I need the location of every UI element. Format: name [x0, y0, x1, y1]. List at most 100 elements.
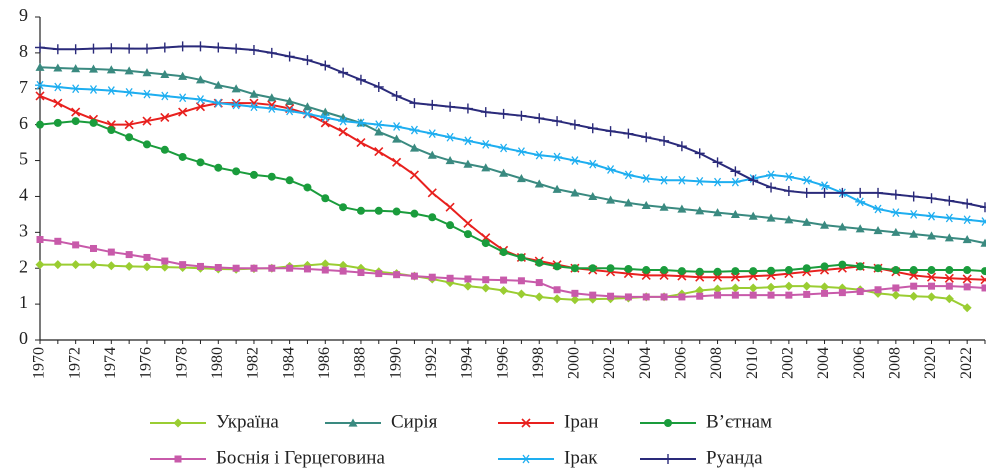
- marker-shape: [856, 288, 864, 296]
- marker-shape: [678, 293, 686, 301]
- point-marker: [373, 81, 384, 92]
- point-marker: [286, 264, 294, 272]
- marker-shape: [910, 282, 918, 290]
- marker-shape: [213, 42, 224, 53]
- marker-shape: [570, 295, 580, 305]
- marker-shape: [142, 68, 152, 77]
- marker-shape: [521, 418, 531, 428]
- marker-shape: [89, 244, 97, 252]
- point-marker: [481, 163, 491, 172]
- point-marker: [71, 64, 81, 73]
- point-marker: [464, 275, 472, 283]
- point-marker: [819, 181, 830, 191]
- point-marker: [820, 282, 830, 292]
- point-marker: [962, 198, 973, 209]
- marker-shape: [890, 189, 901, 200]
- point-marker: [267, 93, 277, 102]
- marker-shape: [552, 294, 562, 304]
- marker-shape: [802, 217, 812, 226]
- point-marker: [463, 159, 473, 168]
- point-marker: [355, 118, 366, 128]
- point-marker: [694, 148, 705, 159]
- marker-shape: [819, 187, 830, 198]
- marker-shape: [214, 163, 223, 172]
- point-marker: [783, 172, 794, 182]
- marker-shape: [481, 239, 490, 248]
- marker-shape: [302, 55, 313, 66]
- marker-shape: [944, 273, 954, 283]
- x-tick-label: 2002: [601, 347, 618, 379]
- point-marker: [785, 291, 793, 299]
- point-marker: [587, 123, 598, 134]
- y-tick-label: 9: [19, 5, 28, 25]
- point-marker: [945, 266, 954, 275]
- marker-shape: [891, 266, 900, 275]
- point-marker: [178, 107, 188, 117]
- x-tick-label: 2022: [958, 347, 975, 379]
- point-marker: [410, 209, 419, 218]
- point-marker: [124, 66, 134, 75]
- marker-shape: [642, 266, 651, 275]
- point-marker: [160, 262, 170, 272]
- point-marker: [52, 44, 63, 55]
- point-marker: [660, 266, 669, 275]
- marker-shape: [606, 264, 615, 273]
- marker-shape: [748, 175, 759, 186]
- marker-shape: [909, 291, 919, 301]
- marker-shape: [357, 269, 365, 277]
- point-marker: [730, 272, 740, 282]
- marker-shape: [695, 206, 705, 215]
- marker-shape: [927, 231, 937, 240]
- marker-shape: [428, 273, 436, 281]
- marker-shape: [801, 187, 812, 198]
- point-marker: [320, 113, 331, 122]
- point-marker: [124, 43, 135, 54]
- x-tick-label: 1970: [31, 347, 48, 379]
- point-marker: [819, 187, 830, 198]
- marker-shape: [730, 177, 741, 187]
- point-marker: [161, 257, 169, 265]
- marker-shape: [624, 264, 633, 273]
- marker-shape: [516, 110, 527, 121]
- point-marker: [963, 283, 971, 291]
- point-marker: [962, 303, 972, 313]
- point-marker: [35, 91, 45, 101]
- point-marker: [141, 43, 152, 54]
- marker-shape: [373, 81, 384, 92]
- point-marker: [499, 248, 508, 257]
- marker-shape: [213, 98, 224, 108]
- point-marker: [35, 42, 45, 53]
- marker-shape: [587, 123, 598, 134]
- marker-shape: [659, 135, 670, 146]
- marker-shape: [553, 262, 562, 271]
- point-marker: [302, 109, 313, 119]
- point-marker: [427, 188, 437, 198]
- point-marker: [338, 67, 349, 78]
- marker-shape: [944, 294, 954, 304]
- point-marker: [588, 264, 597, 273]
- point-marker: [462, 136, 473, 146]
- marker-shape: [302, 102, 312, 111]
- point-marker: [926, 193, 937, 204]
- marker-shape: [321, 266, 329, 274]
- point-marker: [107, 126, 116, 135]
- point-marker: [52, 82, 63, 92]
- marker-shape: [605, 126, 616, 137]
- marker-shape: [855, 197, 866, 207]
- point-marker: [801, 187, 812, 198]
- point-marker: [695, 206, 705, 215]
- point-marker: [302, 102, 312, 111]
- marker-shape: [677, 267, 686, 276]
- point-marker: [748, 283, 758, 293]
- marker-shape: [70, 84, 81, 94]
- point-marker: [607, 292, 615, 300]
- point-marker: [195, 102, 206, 112]
- point-marker: [803, 290, 811, 298]
- marker-shape: [837, 222, 847, 231]
- marker-shape: [909, 266, 918, 275]
- point-marker: [944, 213, 955, 223]
- marker-shape: [981, 267, 986, 276]
- point-marker: [517, 253, 526, 262]
- series-line: [39, 95, 986, 281]
- point-marker: [89, 118, 98, 127]
